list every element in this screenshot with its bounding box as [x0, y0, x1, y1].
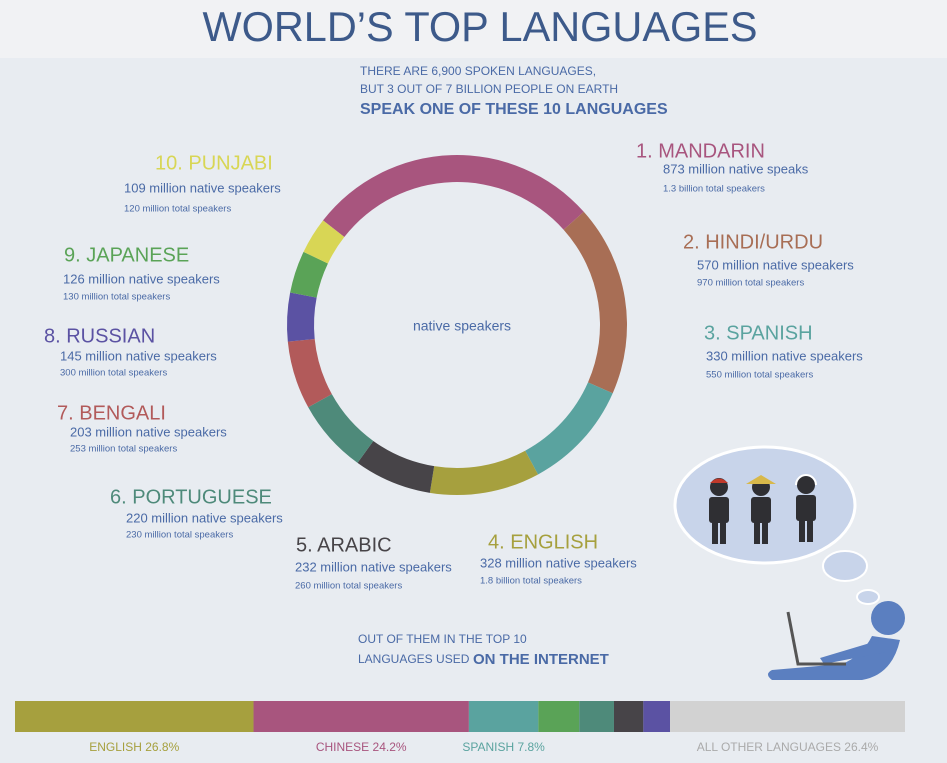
- language-name: 10. PUNJABI: [155, 152, 273, 174]
- bar-segment: [468, 701, 539, 732]
- donut-segment: [303, 220, 345, 264]
- donut-center-label: native speakers: [413, 318, 511, 334]
- cap: [710, 478, 728, 483]
- native-speakers: 330 million native speakers: [706, 348, 863, 363]
- header-band: [0, 0, 947, 58]
- native-speakers: 220 million native speakers: [126, 510, 283, 525]
- native-speakers: 328 million native speakers: [480, 555, 637, 570]
- intro-line: THERE ARE 6,900 SPOKEN LANGUAGES,: [360, 64, 596, 78]
- total-speakers: 260 million total speakers: [295, 581, 402, 592]
- total-speakers: 120 million total speakers: [124, 204, 231, 215]
- native-speakers: 232 million native speakers: [295, 559, 452, 574]
- internet-emphasis: ON THE INTERNET: [473, 651, 609, 668]
- person-laptop: [768, 601, 905, 680]
- language-name: 4. ENGLISH: [488, 531, 598, 553]
- bar-segment: [643, 701, 671, 732]
- bar-segment: [538, 701, 580, 732]
- bar-segment: [670, 701, 905, 732]
- intro-emphasis: SPEAK ONE OF THESE 10 LANGUAGES: [360, 101, 668, 118]
- language-name: 7. BENGALI: [57, 402, 166, 424]
- title: WORLD’S TOP LANGUAGES: [203, 3, 758, 50]
- internet-line: OUT OF THEM IN THE TOP 10: [358, 632, 527, 646]
- language-name: 9. JAPANESE: [64, 244, 189, 266]
- bar-label: ALL OTHER LANGUAGES 26.4%: [697, 740, 879, 754]
- illustration: [673, 445, 905, 680]
- total-speakers: 1.3 billion total speakers: [663, 184, 765, 195]
- donut-segment: [525, 382, 613, 475]
- native-speakers: 570 million native speakers: [697, 257, 854, 272]
- language-name: 1. MANDARIN: [636, 140, 765, 162]
- donut-segment: [290, 251, 328, 298]
- bar-label: ENGLISH 26.8%: [89, 740, 179, 754]
- language-name: 6. PORTUGUESE: [110, 486, 272, 508]
- language-name: 8. RUSSIAN: [44, 325, 155, 347]
- intro-line: BUT 3 OUT OF 7 BILLION PEOPLE ON EARTH: [360, 82, 618, 96]
- internet-line: LANGUAGES USED: [358, 652, 470, 666]
- bar-segment: [253, 701, 469, 732]
- bar-segment: [613, 701, 644, 732]
- total-speakers: 550 million total speakers: [706, 370, 813, 381]
- total-speakers: 1.8 billion total speakers: [480, 576, 582, 587]
- native-speakers: 109 million native speakers: [124, 180, 281, 195]
- donut-segment: [429, 450, 539, 496]
- bar-segment: [579, 701, 614, 732]
- bar-label: SPANISH 7.8%: [462, 740, 545, 754]
- total-speakers: 253 million total speakers: [70, 444, 177, 455]
- donut-segment: [287, 292, 317, 342]
- total-speakers: 230 million total speakers: [126, 530, 233, 541]
- thought-bubble: [856, 589, 880, 605]
- native-speakers: 145 million native speakers: [60, 348, 217, 363]
- donut-segment: [357, 440, 435, 493]
- language-name: 5. ARABIC: [296, 534, 392, 556]
- people: [709, 476, 816, 544]
- total-speakers: 130 million total speakers: [63, 292, 170, 303]
- language-name: 3. SPANISH: [704, 322, 813, 344]
- donut-segment: [308, 394, 374, 463]
- donut-segment: [563, 211, 627, 394]
- bar-segment: [15, 701, 254, 732]
- native-speakers: 203 million native speakers: [70, 424, 227, 439]
- total-speakers: 300 million total speakers: [60, 368, 167, 379]
- thought-bubble: [822, 550, 868, 582]
- native-speakers: 873 million native speaks: [663, 161, 809, 176]
- hat: [746, 475, 776, 484]
- bar-label: CHINESE 24.2%: [316, 740, 407, 754]
- headphones: [795, 474, 817, 486]
- language-name: 2. HINDI/URDU: [683, 231, 823, 253]
- laptop: [786, 611, 846, 666]
- total-speakers: 970 million total speakers: [697, 278, 804, 289]
- donut-segment: [323, 155, 584, 237]
- native-speakers: 126 million native speakers: [63, 271, 220, 286]
- donut-segment: [287, 339, 332, 408]
